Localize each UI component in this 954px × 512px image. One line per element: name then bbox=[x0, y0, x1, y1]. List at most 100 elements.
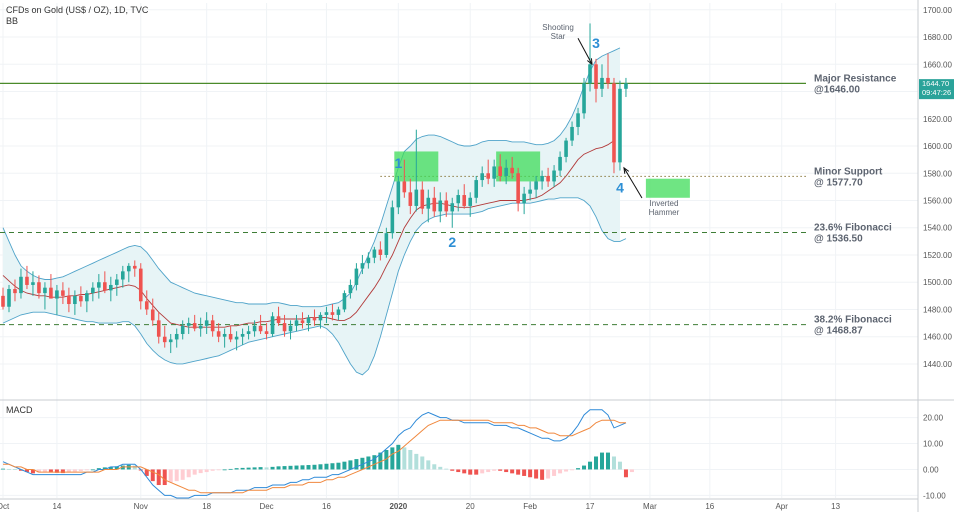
candle bbox=[43, 282, 47, 310]
candle-body bbox=[294, 320, 299, 326]
candle-body bbox=[7, 289, 11, 307]
candle bbox=[420, 181, 425, 215]
candle-body bbox=[324, 312, 329, 315]
candle-body bbox=[570, 126, 574, 141]
annotation-arrowhead bbox=[587, 58, 593, 66]
candle-body bbox=[468, 197, 473, 206]
macd-hist-bar bbox=[96, 468, 101, 470]
macd-hist-bar bbox=[600, 452, 604, 470]
price-tick-label: 1600.00 bbox=[923, 142, 952, 151]
macd-hist-bar bbox=[623, 469, 628, 478]
macd-hist-bar bbox=[384, 450, 389, 470]
candle-body bbox=[624, 83, 628, 89]
macd-hist-bar bbox=[66, 469, 71, 473]
macd-hist-bar bbox=[276, 466, 281, 470]
level-label-line: 38.2% Fibonacci bbox=[814, 315, 892, 326]
candle bbox=[216, 323, 221, 343]
candle-body bbox=[312, 317, 317, 321]
macd-hist-bar bbox=[414, 453, 419, 470]
macd-hist-bar bbox=[546, 469, 551, 479]
candle bbox=[498, 154, 502, 182]
candle-body bbox=[186, 323, 191, 326]
shooting-star-label: Shooting Star bbox=[542, 23, 574, 41]
candle-body bbox=[222, 333, 227, 337]
macd-hist-bar bbox=[576, 468, 581, 470]
candle-body bbox=[498, 166, 502, 176]
price-tick-label: 1620.00 bbox=[923, 115, 952, 124]
price-tick-label: 1460.00 bbox=[923, 333, 952, 342]
candle-body bbox=[31, 282, 35, 285]
candle-body bbox=[540, 175, 544, 182]
candle bbox=[372, 246, 377, 264]
candle bbox=[49, 274, 53, 299]
band-fill bbox=[3, 47, 620, 375]
candle-body bbox=[330, 312, 335, 315]
candle bbox=[468, 192, 473, 217]
chart-title: CFDs on Gold (US$ / OZ), 1D, TVC bbox=[6, 5, 149, 15]
candle-body bbox=[528, 189, 532, 194]
candle bbox=[450, 197, 455, 228]
candle bbox=[348, 279, 353, 299]
candle-body bbox=[306, 317, 311, 324]
wave-label-1: 1 bbox=[394, 155, 402, 171]
macd-hist-bar bbox=[528, 469, 533, 478]
candle bbox=[270, 312, 275, 337]
candle-body bbox=[25, 276, 29, 285]
macd-hist-bar bbox=[270, 466, 275, 470]
candle-body bbox=[342, 293, 347, 310]
macd-hist-bar bbox=[582, 465, 587, 470]
candle bbox=[510, 156, 514, 179]
candle bbox=[426, 189, 431, 223]
candle bbox=[552, 165, 556, 187]
candle-body bbox=[103, 282, 107, 291]
candle-body bbox=[246, 331, 251, 334]
last-price-timer: 09:47:26 bbox=[922, 88, 951, 97]
candle-body bbox=[456, 195, 461, 204]
macd-hist-bar bbox=[510, 469, 515, 474]
time-tick-label: Mar bbox=[643, 502, 657, 511]
candle-body bbox=[240, 333, 245, 337]
level-label-line: @ 1536.50 bbox=[814, 234, 863, 245]
macd-hist-bar bbox=[258, 467, 263, 470]
candle bbox=[186, 317, 191, 334]
time-tick-label: 16 bbox=[322, 502, 331, 511]
macd-hist-bar bbox=[192, 469, 197, 475]
wave-label-4: 4 bbox=[616, 179, 624, 195]
lower-band-line bbox=[2, 197, 627, 376]
candle bbox=[582, 77, 586, 119]
candle bbox=[378, 241, 383, 261]
candle-body bbox=[210, 320, 215, 332]
candle bbox=[606, 53, 610, 89]
candle-body bbox=[426, 197, 431, 209]
candle bbox=[564, 137, 568, 163]
candle-body bbox=[73, 295, 77, 305]
macd-hist-bar bbox=[264, 467, 269, 470]
macd-hist-bar bbox=[60, 469, 65, 474]
candle bbox=[61, 282, 65, 305]
wave-label-2: 2 bbox=[448, 234, 456, 250]
candle bbox=[109, 276, 113, 302]
price-tick-label: 1520.00 bbox=[923, 251, 952, 260]
candle bbox=[330, 304, 335, 321]
time-tick-label: 20 bbox=[466, 502, 475, 511]
candle-body bbox=[432, 197, 437, 212]
candle bbox=[294, 314, 299, 332]
candle-body bbox=[270, 316, 275, 334]
candle bbox=[390, 200, 395, 239]
macd-hist-bar bbox=[240, 467, 245, 470]
macd-hist-bar bbox=[150, 469, 155, 482]
candle bbox=[336, 306, 341, 321]
macd-hist-bar bbox=[342, 461, 347, 470]
macd-hist-bar bbox=[486, 469, 491, 473]
macd-hist-bar bbox=[48, 469, 53, 473]
macd-tick-label: -10.00 bbox=[923, 491, 946, 500]
macd-hist-bar bbox=[24, 469, 29, 473]
macd-hist-bar bbox=[480, 469, 485, 474]
macd-hist-bar bbox=[144, 469, 149, 476]
candle bbox=[210, 314, 215, 337]
level-label-2: 23.6% Fibonacci @ 1536.50 bbox=[814, 223, 892, 245]
candle bbox=[486, 159, 490, 185]
macd-hist-bar bbox=[156, 469, 161, 486]
candle bbox=[91, 282, 95, 302]
level-label-line: Major Resistance bbox=[814, 73, 897, 84]
